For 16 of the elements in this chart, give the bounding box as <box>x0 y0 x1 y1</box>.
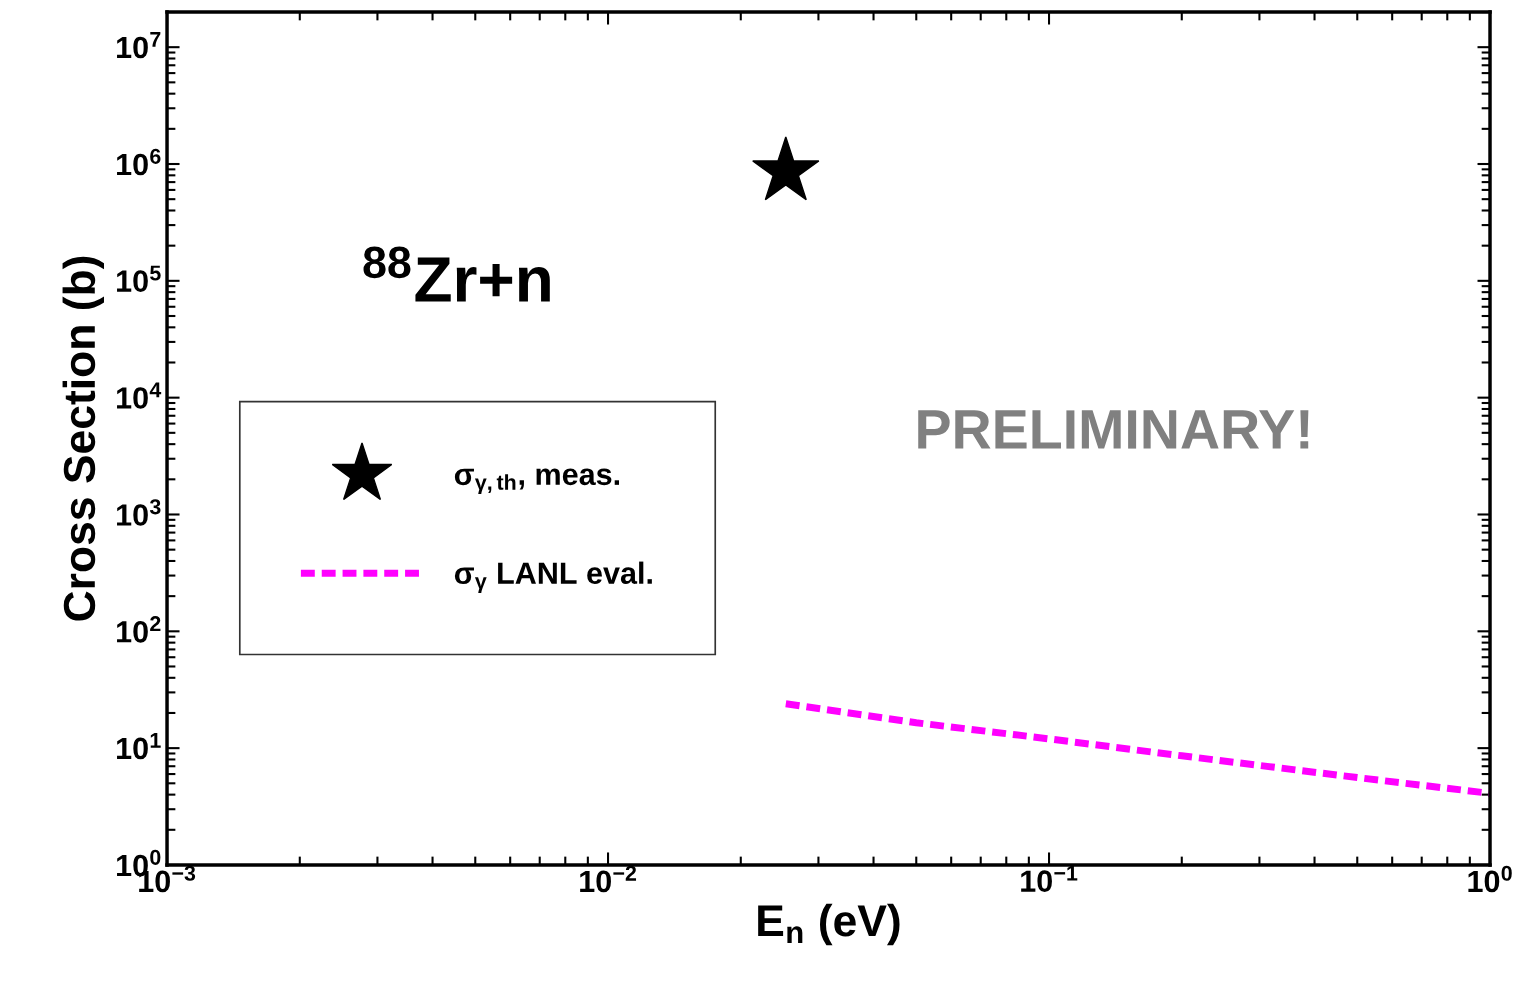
x-axis-title: E$_{n}$ (eV) <box>758 903 900 946</box>
legend-label: σ$_{γ}$ LANL eval. <box>454 561 652 593</box>
y-tick-label: 10$^{4}$ <box>117 382 162 409</box>
y-tick-label: 10$^{7}$ <box>117 31 161 59</box>
y-tick-label: 10$^{5}$ <box>117 265 161 292</box>
annotation: $^{88}$Zr+n <box>363 246 550 302</box>
annotation: PRELIMINARY! <box>918 410 1309 449</box>
x-tick-label: 10$^{−2}$ <box>580 865 637 893</box>
y-axis-title: Cross Section (b) <box>62 256 104 621</box>
x-tick-label: 10$^{−1}$ <box>1021 865 1078 893</box>
x-tick-label: 10$^{0}$ <box>1468 865 1512 893</box>
y-tick-label: 10$^{3}$ <box>117 499 161 526</box>
legend-label: σ$_{γ,th}$, meas. <box>454 468 620 495</box>
y-tick-label: 10$^{2}$ <box>117 616 161 643</box>
y-tick-label: 10$^{1}$ <box>117 732 161 760</box>
y-tick-label: 10$^{6}$ <box>117 148 161 176</box>
